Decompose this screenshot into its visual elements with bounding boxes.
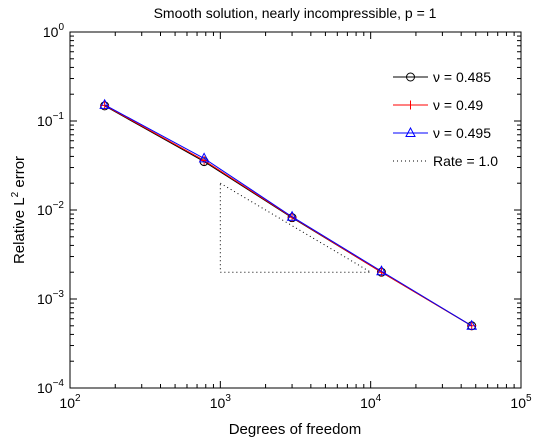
legend-marker — [405, 126, 416, 137]
x-axis-label: Degrees of freedom — [229, 421, 362, 438]
ticks-layer: 102 103 104 105 10−4 10−3 10−2 10−1 100 — [37, 22, 532, 411]
x-tick-label: 102 — [59, 393, 81, 411]
x-tick-label: 103 — [210, 393, 232, 411]
y-axis-label-main: Relative L — [11, 197, 28, 264]
legend-marker — [406, 100, 415, 110]
chart-title: Smooth solution, nearly incompressible, … — [154, 5, 437, 21]
y-tick-label: 10−4 — [37, 378, 64, 396]
legend-label: ν = 0.485 — [433, 69, 491, 85]
legend: ν = 0.485 ν = 0.49 ν = 0.495 Rate = 1.0 — [393, 69, 498, 169]
y-tick-label: 10−3 — [37, 289, 64, 307]
x-tick-label: 104 — [360, 393, 382, 411]
y-tick-label: 10−2 — [37, 200, 64, 218]
x-tick-label: 105 — [510, 393, 532, 411]
series-marker — [99, 98, 110, 109]
legend-item-0: ν = 0.485 — [393, 69, 491, 85]
legend-item-3: Rate = 1.0 — [393, 153, 498, 169]
legend-item-1: ν = 0.49 — [393, 97, 483, 113]
legend-label: ν = 0.49 — [433, 97, 483, 113]
legend-label: Rate = 1.0 — [433, 153, 498, 169]
legend-marker — [406, 72, 415, 82]
series-marker — [376, 265, 387, 276]
y-axis-label: Relative L2 error — [10, 156, 28, 264]
series-line — [104, 104, 472, 327]
y-axis-label-tail: error — [11, 156, 28, 192]
legend-item-2: ν = 0.495 — [393, 125, 491, 141]
legend-label: ν = 0.495 — [433, 125, 491, 141]
series-marker — [198, 152, 210, 163]
series-marker — [286, 210, 298, 221]
series-marker — [466, 319, 478, 330]
y-tick-label: 100 — [43, 22, 65, 40]
plot-background — [70, 32, 521, 388]
plot-frame — [69, 31, 522, 389]
y-axis-label-superscript: 2 — [10, 191, 21, 197]
series-layer — [99, 98, 478, 331]
y-tick-label: 10−1 — [37, 111, 64, 129]
series-2 — [99, 98, 478, 330]
